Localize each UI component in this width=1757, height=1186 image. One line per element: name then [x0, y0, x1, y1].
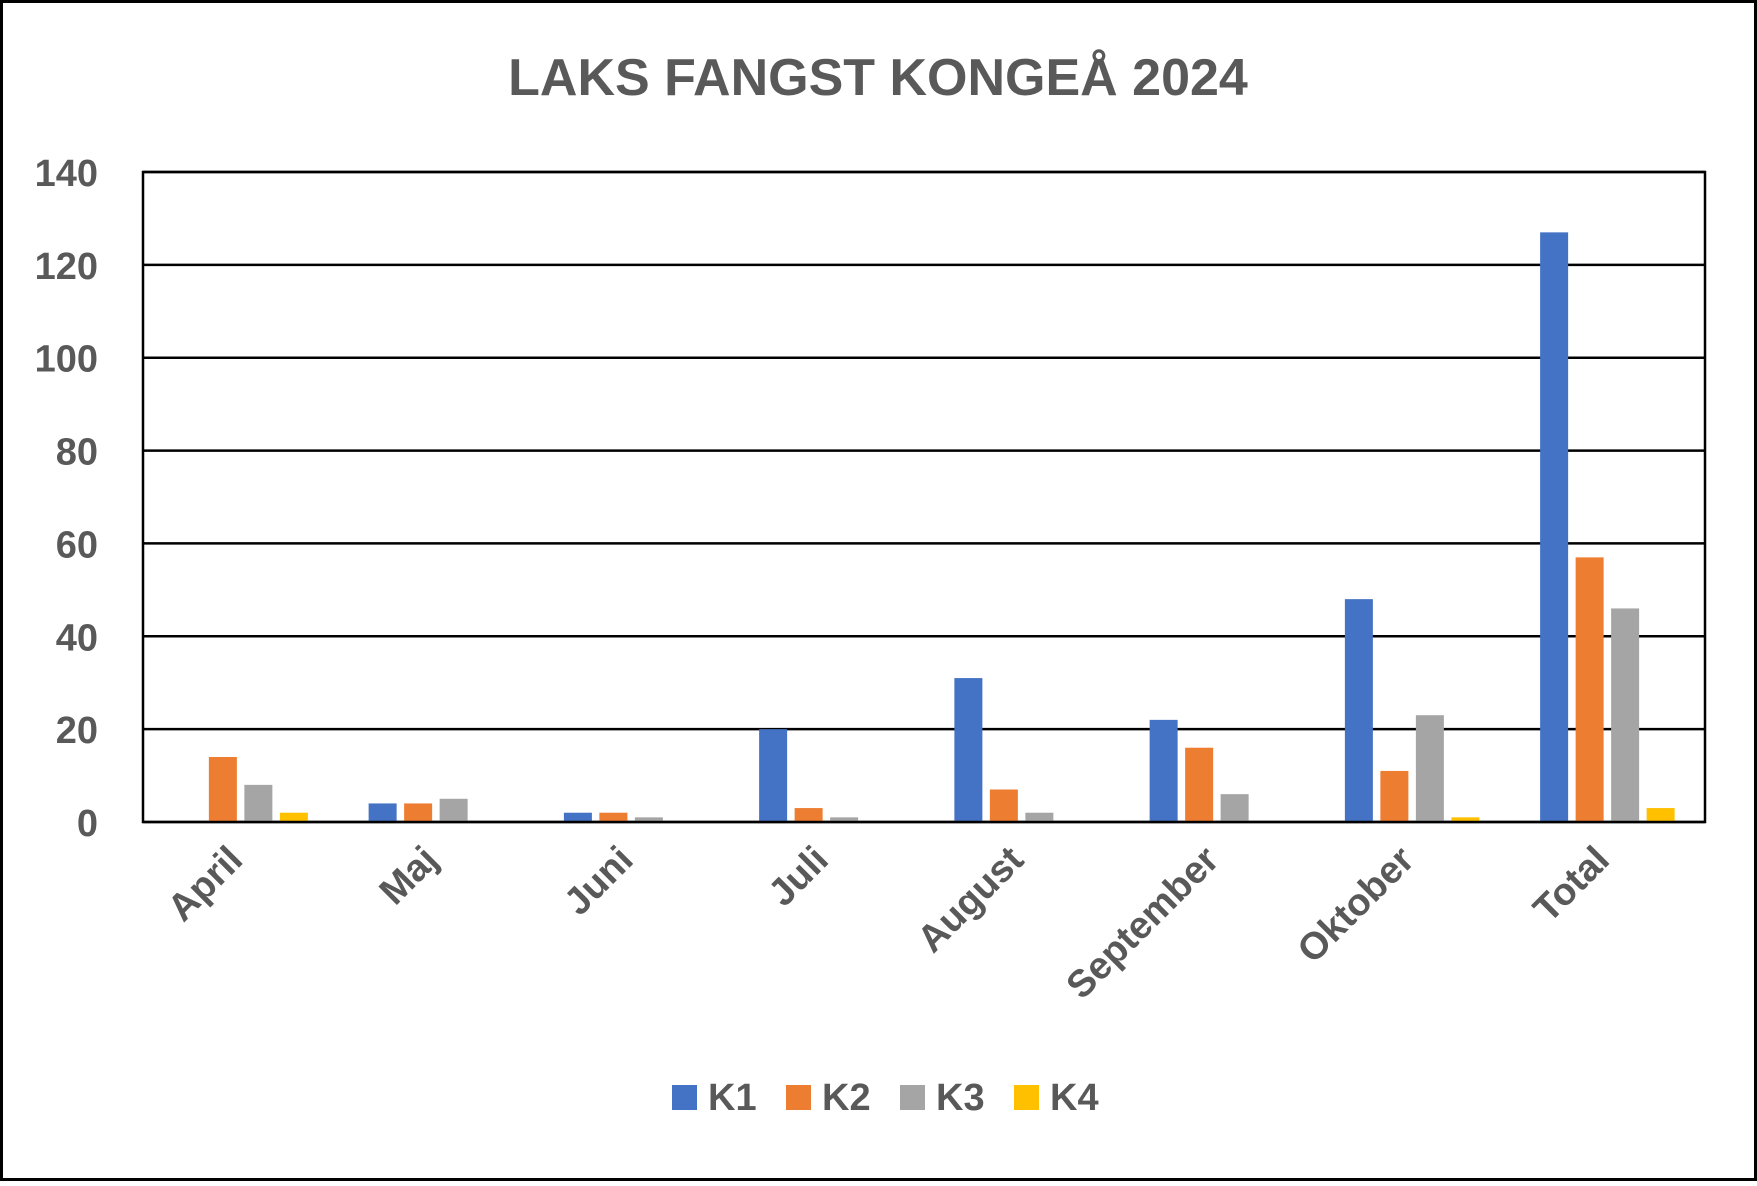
legend-label-k4: K4 [1050, 1077, 1099, 1119]
bar-k2-august [989, 789, 1018, 822]
bar-k4-oktober [1451, 817, 1480, 822]
legend-swatch-k3 [900, 1085, 925, 1110]
bar-k2-juni [599, 812, 628, 822]
y-tick-label: 20 [56, 710, 98, 752]
legend-swatch-k2 [786, 1085, 811, 1110]
legend-swatch-k4 [1014, 1085, 1039, 1110]
bar-k1-maj [368, 803, 397, 822]
bars [208, 232, 1675, 822]
bar-k3-juni [634, 817, 663, 822]
y-axis-tick-labels: 0 20 40 60 80 100 120 140 [35, 153, 98, 845]
legend-label-k2: K2 [822, 1077, 871, 1119]
bar-k2-september [1185, 747, 1214, 822]
gridlines [143, 170, 1705, 824]
y-tick-label: 120 [35, 246, 98, 288]
y-tick-label: 40 [56, 617, 98, 659]
bar-k3-september [1220, 794, 1249, 822]
bar-k1-juli [759, 729, 788, 822]
y-tick-label: 100 [35, 339, 98, 381]
bar-k1-oktober [1344, 599, 1373, 822]
bar-k1-september [1149, 719, 1178, 822]
bar-k2-april [208, 757, 237, 822]
bar-k1-august [954, 678, 983, 822]
y-tick-label: 60 [56, 524, 98, 566]
bar-k3-august [1025, 812, 1054, 822]
bar-k3-oktober [1415, 715, 1444, 822]
chart-title: LAKS FANGST KONGEÅ 2024 [508, 49, 1248, 107]
bar-k3-april [244, 784, 273, 822]
bar-k2-oktober [1380, 770, 1409, 822]
y-tick-label: 140 [35, 153, 98, 195]
bar-k2-maj [404, 803, 433, 822]
legend-swatch-k1 [672, 1085, 697, 1110]
bar-k3-total [1611, 608, 1640, 822]
bar-k2-total [1575, 557, 1604, 822]
bar-k4-total [1646, 808, 1675, 822]
legend-label-k1: K1 [708, 1077, 757, 1119]
bar-k2-juli [794, 808, 823, 822]
y-tick-label: 80 [56, 432, 98, 474]
bar-k1-total [1540, 232, 1569, 822]
bar-k4-april [279, 812, 308, 822]
bar-k3-maj [439, 798, 468, 822]
y-tick-label: 0 [77, 803, 98, 845]
bar-k1-juni [563, 812, 592, 822]
legend-label-k3: K3 [936, 1077, 985, 1119]
legend: K1 K2 K3 K4 [672, 1077, 1099, 1119]
plot-area-border [141, 170, 1707, 824]
bar-k3-juli [830, 817, 859, 822]
